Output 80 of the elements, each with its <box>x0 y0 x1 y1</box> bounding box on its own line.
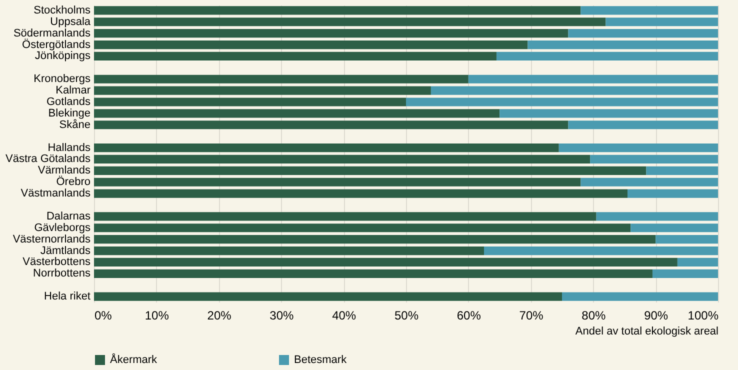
bar <box>468 74 718 84</box>
bar <box>596 212 718 221</box>
x-tick-label: 20% <box>207 308 232 322</box>
bar <box>652 269 718 278</box>
y-tick-label: Kalmar <box>56 84 91 97</box>
bar <box>528 40 718 50</box>
bar <box>406 98 718 106</box>
y-tick-label: Stockholms <box>34 4 91 16</box>
bar <box>94 98 406 106</box>
y-tick-label: Östergötlands <box>22 38 91 51</box>
bar <box>568 29 718 38</box>
y-tick-label: Södermanlands <box>13 27 91 40</box>
bar <box>496 52 718 61</box>
bar <box>94 212 596 221</box>
y-tick-label: Jönköpings <box>34 50 91 62</box>
bar <box>484 246 718 256</box>
y-tick-label: Kronobergs <box>34 73 91 86</box>
y-tick-label: Hallands <box>48 142 91 154</box>
x-tick-label: 70% <box>519 308 544 322</box>
bar <box>94 166 646 175</box>
bar <box>94 86 431 95</box>
x-tick-label: 60% <box>456 308 482 322</box>
y-tick-label: Norrbottens <box>33 268 91 280</box>
x-tick-label: 30% <box>270 308 294 322</box>
bar <box>94 109 500 118</box>
y-tick-label: Västra Götalands <box>6 153 91 166</box>
x-tick-label: 50% <box>394 308 419 322</box>
y-tick-label: Dalarnas <box>46 210 91 222</box>
bar <box>558 143 718 152</box>
bar <box>630 224 718 232</box>
bar <box>94 18 606 26</box>
x-tick-label: 100% <box>688 308 719 322</box>
x-tick-label: 90% <box>644 308 668 322</box>
y-tick-label: Västernorrlands <box>12 233 91 246</box>
y-tick-label: Västerbottens <box>22 256 91 268</box>
bar <box>590 154 718 164</box>
y-tick-label: Jämtlands <box>40 244 91 257</box>
bar <box>568 120 718 130</box>
bar <box>677 258 718 267</box>
bar <box>94 154 590 164</box>
bar <box>94 292 562 301</box>
x-tick-label: 40% <box>332 308 356 322</box>
y-tick-label: Hela riket <box>44 290 90 303</box>
bar <box>580 178 718 186</box>
y-tick-label: Skåne <box>59 118 90 131</box>
legend-label: Betesmark <box>294 354 348 366</box>
bar <box>580 6 718 15</box>
bar <box>94 29 568 38</box>
y-tick-label: Blekinge <box>48 107 90 120</box>
bar <box>94 178 581 186</box>
bar <box>94 246 484 256</box>
y-tick-label: Uppsala <box>50 16 92 28</box>
x-tick-label: 80% <box>582 308 606 322</box>
legend-label: Åkermark <box>110 353 158 366</box>
bar <box>606 18 718 26</box>
bar <box>94 40 528 50</box>
bar <box>94 6 581 15</box>
x-axis-title: Andel av total ekologisk areal <box>575 326 718 338</box>
bar <box>94 120 568 130</box>
bar <box>94 143 559 152</box>
bar <box>94 235 656 244</box>
bar <box>94 269 652 278</box>
bar <box>94 258 678 267</box>
y-tick-label: Gävleborgs <box>34 222 91 234</box>
bar <box>646 166 718 175</box>
bar <box>500 109 718 118</box>
y-tick-label: Värmlands <box>38 164 91 177</box>
bar <box>628 189 718 198</box>
bar <box>94 224 631 232</box>
y-tick-label: Västmanlands <box>20 188 91 200</box>
bar <box>656 235 718 244</box>
y-tick-label: Örebro <box>56 175 90 188</box>
bar <box>94 74 468 84</box>
y-tick-label: Gotlands <box>46 96 91 108</box>
bar <box>430 86 718 95</box>
bar <box>94 189 628 198</box>
x-tick-label: 10% <box>144 308 170 322</box>
x-tick-label: 0% <box>94 308 112 322</box>
bar <box>562 292 718 301</box>
bar <box>94 52 496 61</box>
